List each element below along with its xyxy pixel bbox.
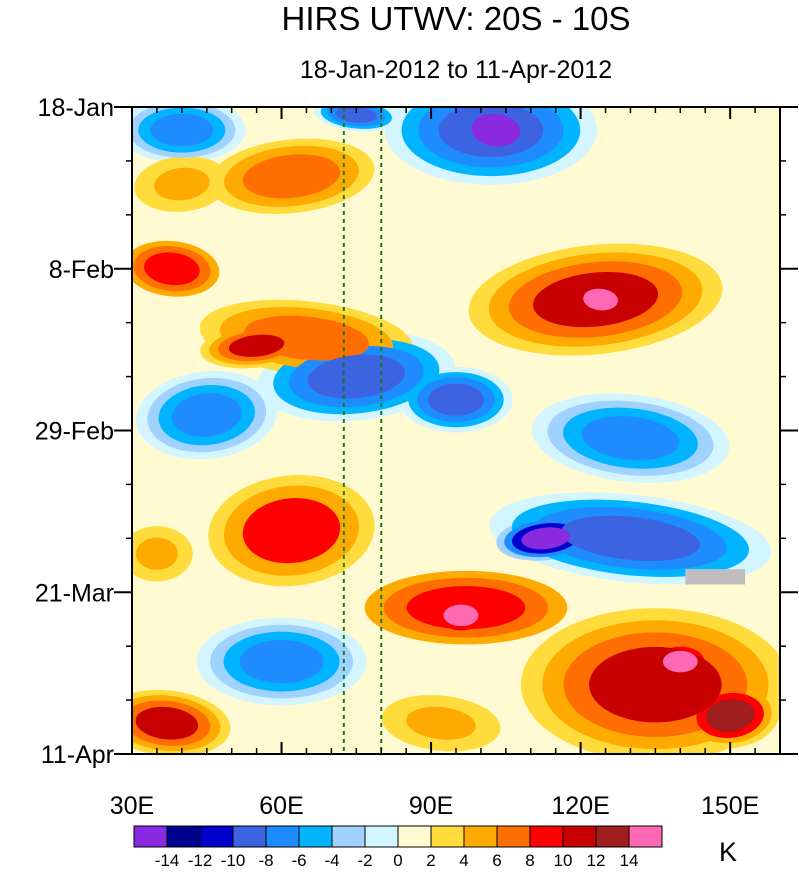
x-tick-label: 150E (701, 792, 759, 820)
colorbar-swatch (298, 825, 333, 848)
colorbar-label: -8 (258, 851, 273, 869)
colorbar-swatch (430, 825, 465, 848)
x-tick-label: 30E (110, 792, 154, 820)
colorbar-label: 0 (393, 851, 402, 869)
missing-data-region (685, 569, 746, 585)
contour-blob (662, 650, 698, 673)
contour-blob (171, 393, 242, 437)
x-tick-label: 90E (409, 792, 453, 820)
colorbar-label: 14 (620, 851, 639, 869)
colorbar-swatch (397, 825, 432, 848)
contour-blob (335, 107, 378, 124)
colorbar-label: 8 (525, 851, 534, 869)
colorbar: -14 -12 -10 -8 -6 -4 -2 0 2 4 6 8 10 12 14 (133, 825, 663, 870)
chart-subtitle: 18-Jan-2012 to 11-Apr-2012 (300, 56, 612, 84)
contour-blob (135, 706, 199, 740)
contour-blob (239, 640, 324, 684)
contour-blob (561, 515, 700, 561)
y-tick-label: 21-Mar (35, 579, 114, 607)
colorbar-swatch (166, 825, 201, 848)
contour-blob (228, 334, 285, 357)
colorbar-label: -12 (188, 851, 213, 869)
colorbar-label: 4 (459, 851, 468, 869)
colorbar-label: -10 (221, 851, 246, 869)
contour-field (132, 107, 780, 754)
colorbar-swatch (331, 825, 366, 848)
colorbar-unit: K (719, 837, 737, 867)
contour-blob (589, 646, 722, 723)
colorbar-label: -14 (155, 851, 180, 869)
colorbar-swatch (463, 825, 498, 848)
colorbar-label: 10 (554, 851, 573, 869)
y-axis: 18-Jan 8-Feb 29-Feb 21-Mar 11-Apr (35, 94, 798, 769)
colorbar-label: -2 (357, 851, 372, 869)
contour-blob (135, 537, 178, 570)
contour-blob (242, 498, 341, 564)
colorbar-swatch (529, 825, 564, 848)
chart-title: HIRS UTWV: 20S - 10S (281, 0, 630, 37)
colorbar-swatch (628, 825, 663, 848)
y-tick-label: 29-Feb (35, 418, 114, 446)
contour-blob (150, 113, 214, 147)
contour-blob (581, 416, 680, 461)
colorbar-swatch (133, 825, 168, 848)
y-tick-label: 18-Jan (38, 94, 114, 122)
contour-blob (583, 288, 618, 311)
y-tick-label: 11-Apr (41, 741, 114, 769)
x-tick-label: 120E (551, 792, 609, 820)
contour-blob (242, 154, 341, 199)
colorbar-label: -6 (291, 851, 306, 869)
contour-blob (406, 706, 476, 740)
x-tick-label: 60E (259, 792, 303, 820)
colorbar-swatch (199, 825, 234, 848)
contour-blob (154, 167, 210, 201)
contour-blob (471, 113, 521, 147)
contour-blob (705, 699, 755, 732)
x-axis: 30E 60E 90E 120E 150E (110, 107, 781, 820)
colorbar-swatch (496, 825, 531, 848)
colorbar-label: 2 (426, 851, 435, 869)
contour-blob (443, 604, 479, 627)
y-tick-label: 8-Feb (49, 256, 114, 284)
contour-blob (428, 383, 484, 416)
colorbar-swatch (265, 825, 300, 848)
colorbar-swatch (562, 825, 597, 848)
contour-blob (144, 252, 200, 286)
colorbar-label: 6 (492, 851, 501, 869)
contour-blob (521, 527, 571, 550)
colorbar-swatch (595, 825, 630, 848)
colorbar-swatch (364, 825, 399, 848)
colorbar-label: -4 (324, 851, 339, 869)
colorbar-swatch (232, 825, 267, 848)
reference-lines (342, 107, 383, 754)
colorbar-label: 12 (587, 851, 606, 869)
